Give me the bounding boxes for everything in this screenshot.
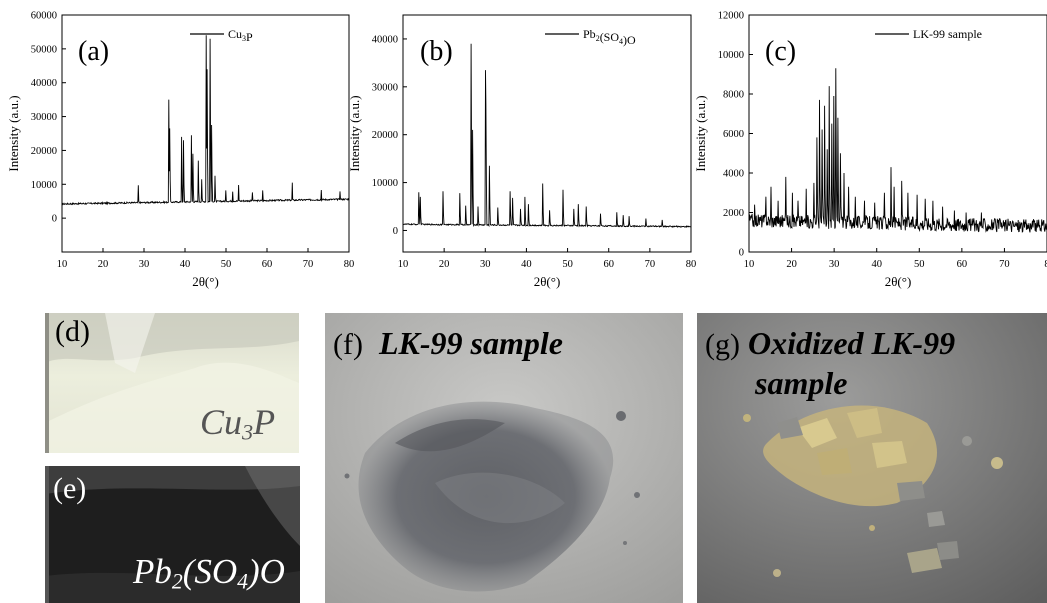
- x-tick-label: 20: [98, 259, 109, 270]
- x-tick-label: 10: [398, 259, 409, 270]
- xrd-chart-a: 10 20 30 40 50 60 70 80 0 10000 20000 30000 40000 500…: [0, 0, 354, 305]
- x-tick-label: 10: [57, 259, 68, 270]
- caption-oxidized-line2: sample: [755, 365, 848, 401]
- y-tick-label: 6000: [723, 129, 744, 140]
- x-tick-label: 50: [221, 259, 232, 270]
- x-tick-label: 70: [999, 259, 1010, 270]
- x-tick-label: 80: [344, 259, 355, 270]
- y-tick-label: 0: [739, 248, 744, 259]
- x-tick-label: 60: [262, 259, 273, 270]
- caption-oxidized-line1: (g) Oxidized LK-99: [705, 325, 956, 361]
- y-tick-label: 4000: [723, 169, 744, 180]
- panel-label-f: (f) LK-99 sample: [333, 325, 563, 361]
- y-tick-label: 40000: [31, 78, 57, 89]
- panel-label-c: (c): [765, 36, 796, 67]
- panel-label-d: (d): [55, 315, 90, 348]
- oxidized-lk99-image: [697, 313, 1047, 603]
- legend-label: Cu3P: [228, 27, 253, 44]
- xrd-chart-a-svg: 10 20 30 40 50 60 70 80 0 10000 20000 30000 40000 500…: [6, 11, 354, 290]
- x-tick-label: 70: [645, 259, 656, 270]
- y-tick-label: 8000: [723, 90, 744, 101]
- x-tick-label: 20: [786, 259, 797, 270]
- caption-cu3p: Cu3P: [200, 402, 276, 445]
- y-axis-label: Intensity (a.u.): [6, 95, 21, 171]
- y-tick-label: 20000: [372, 130, 398, 141]
- x-axis-label: 2θ(°): [192, 274, 219, 289]
- y-tick-label: 20000: [31, 146, 57, 157]
- y-tick-label: 30000: [372, 82, 398, 93]
- photo-cu3p: (d) Cu3P: [45, 313, 299, 453]
- x-tick-label: 50: [914, 259, 925, 270]
- legend-label: LK-99 sample: [913, 27, 982, 41]
- y-tick-label: 10000: [718, 50, 744, 61]
- y-tick-label: 50000: [31, 44, 57, 55]
- x-tick-label: 60: [603, 259, 614, 270]
- xrd-series-line: [748, 68, 1047, 233]
- x-tick-label: 30: [480, 259, 491, 270]
- panel-label-e: (e): [53, 472, 87, 505]
- x-tick-label: 40: [180, 259, 191, 270]
- x-tick-label: 70: [303, 259, 314, 270]
- xrd-chart-c-svg: 10 20 30 40 50 60 70 80200040006000800010000120…: [693, 11, 1047, 289]
- plot-frame: [61, 14, 350, 253]
- caption-pb2so4o: Pb2(SO4)O: [133, 552, 285, 594]
- x-tick-label: 80: [686, 259, 697, 270]
- y-tick-label: 0: [52, 214, 57, 225]
- xrd-chart-c: 10 20 30 40 50 60 70 8 0 2000 4000 6000 8000 10000 120…: [693, 0, 1047, 305]
- photo-pb2so4o: (e) Pb2(SO4)O: [45, 466, 300, 603]
- xrd-chart-b: 10 20 30 40 50 60 70 80 0 10000 20000 30000 40000 2θ(…: [345, 0, 700, 305]
- y-tick-label: 2000: [723, 208, 744, 219]
- photo-oxidized-lk99: (g) Oxidized LK-99 sample: [697, 313, 1047, 603]
- x-tick-label: 8: [1044, 259, 1047, 270]
- y-tick-label: 0: [393, 226, 398, 237]
- y-tick-label: 12000: [718, 11, 744, 22]
- panel-label-a: (a): [78, 36, 109, 67]
- x-tick-label: 50: [562, 259, 573, 270]
- xrd-chart-b-svg: 10 20 30 40 50 60 70 80 0 10000 20000 30000 40000 2θ(…: [347, 14, 697, 289]
- x-axis-label: 2θ(°): [534, 274, 561, 289]
- x-tick-label: 40: [871, 259, 882, 270]
- y-tick-label: 10000: [372, 178, 398, 189]
- y-tick-label: 10000: [31, 180, 57, 191]
- plot-frame: [402, 14, 692, 253]
- x-tick-label: 30: [139, 259, 150, 270]
- lk99-powder-image: [325, 313, 683, 603]
- x-axis-label: 2θ(°): [885, 274, 912, 289]
- y-axis-label: Intensity (a.u.): [347, 95, 362, 171]
- y-tick-label: 60000: [31, 11, 57, 22]
- pb2so4o-powder-image: [45, 466, 300, 603]
- x-tick-label: 30: [829, 259, 840, 270]
- y-axis-label: Intensity (a.u.): [693, 95, 708, 171]
- x-tick-label: 20: [439, 259, 450, 270]
- x-tick-label: 10: [744, 259, 755, 270]
- y-tick-label: 30000: [31, 112, 57, 123]
- legend-label: Pb2(SO4)O: [583, 27, 636, 47]
- y-tick-label: 40000: [372, 34, 398, 45]
- x-tick-label: 40: [521, 259, 532, 270]
- photo-lk99: (f) LK-99 sample: [325, 313, 683, 603]
- xrd-series-line: [402, 43, 691, 228]
- xrd-series-line: [62, 35, 350, 206]
- x-tick-label: 60: [957, 259, 968, 270]
- cu3p-powder-image: [45, 313, 299, 453]
- panel-label-b: (b): [420, 36, 453, 67]
